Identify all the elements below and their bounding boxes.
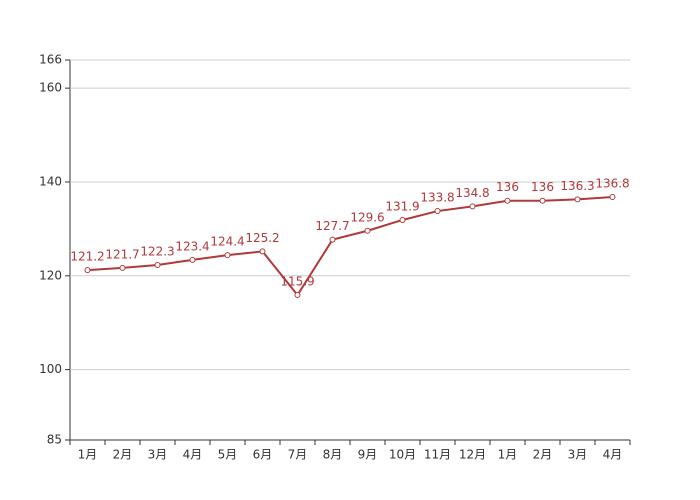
data-label: 115.9	[280, 275, 314, 289]
point	[539, 197, 546, 204]
y-tick-label: 166	[39, 53, 62, 67]
data-label: 136	[496, 180, 519, 194]
point	[609, 193, 616, 200]
line	[87, 195, 613, 297]
y-tick-label: 140	[39, 174, 62, 188]
data-label: 121.2	[70, 250, 104, 264]
point	[329, 236, 336, 243]
x-tick-label: 1月	[78, 448, 98, 462]
x-tick-label: 4月	[603, 448, 623, 462]
point	[434, 208, 441, 215]
y-tick-label: 160	[39, 81, 62, 95]
point	[154, 262, 161, 269]
data-label: 127.7	[315, 219, 349, 233]
point	[84, 267, 91, 274]
x-tick-label: 3月	[568, 448, 588, 462]
x-tick-label: 10月	[389, 448, 416, 462]
y-tick-label: 120	[39, 268, 62, 282]
data-label: 131.9	[385, 199, 419, 213]
x-tick-label: 3月	[148, 448, 168, 462]
data-label: 125.2	[245, 231, 279, 245]
point	[469, 203, 476, 210]
point	[189, 256, 196, 263]
x-tick-label: 4月	[183, 448, 203, 462]
point	[119, 264, 126, 271]
data-label: 136	[531, 180, 554, 194]
data-label: 134.8	[455, 186, 489, 200]
data-label: 121.7	[105, 247, 139, 261]
point	[364, 227, 371, 234]
data-label: 122.3	[140, 245, 174, 259]
point	[294, 292, 301, 299]
data-label: 123.4	[175, 239, 209, 253]
data-label: 136.3	[560, 179, 594, 193]
x-tick-label: 9月	[358, 448, 378, 462]
data-label: 133.8	[420, 191, 454, 205]
x-tick-label: 2月	[533, 448, 553, 462]
data-label: 124.4	[210, 235, 244, 249]
x-tick-label: 8月	[323, 448, 343, 462]
x-tick-label: 12月	[459, 448, 486, 462]
data-label: 129.6	[350, 210, 384, 224]
x-tick-label: 7月	[288, 448, 308, 462]
point	[574, 196, 581, 203]
x-tick-label: 1月	[498, 448, 518, 462]
point	[259, 248, 266, 255]
y-tick-label: 100	[39, 362, 62, 376]
point	[504, 197, 511, 204]
y-tick-label: 85	[47, 433, 62, 447]
point	[399, 216, 406, 223]
x-tick-label: 6月	[253, 448, 273, 462]
data-label: 136.8	[595, 176, 629, 190]
x-tick-label: 11月	[424, 448, 451, 462]
x-tick-label: 5月	[218, 448, 238, 462]
point	[224, 252, 231, 259]
x-tick-label: 2月	[113, 448, 133, 462]
